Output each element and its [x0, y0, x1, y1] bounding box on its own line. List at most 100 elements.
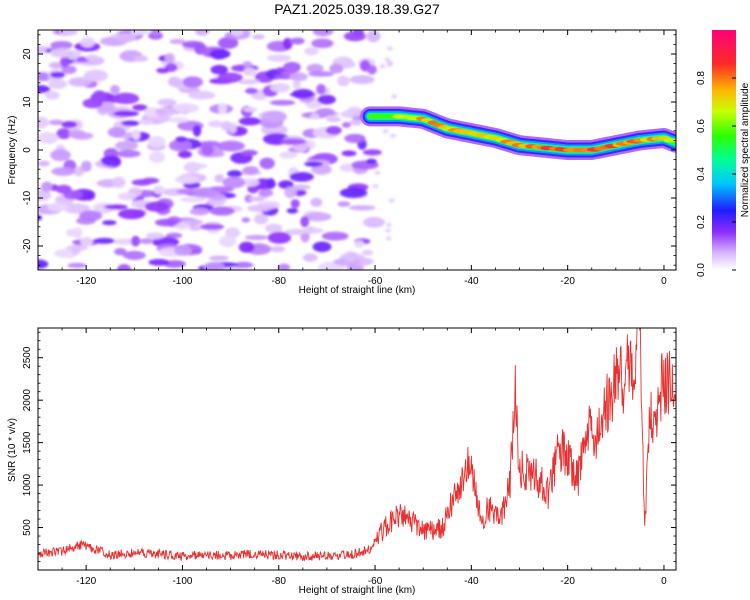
x-tick-label: -120 [76, 276, 96, 287]
noise-blob [258, 189, 274, 197]
spectrogram-x-ticks: -120 -100 -80 -60 -40 -20 0 [37, 30, 667, 287]
noise-blob [306, 63, 324, 74]
noise-blob [189, 207, 210, 216]
noise-blob [234, 261, 254, 269]
noise-blob [203, 261, 225, 270]
noise-blob [302, 253, 318, 262]
noise-blob [132, 104, 148, 111]
x-tick-label: -80 [272, 576, 287, 587]
noise-blob [354, 240, 365, 248]
noise-blob [174, 244, 193, 256]
noise-blob [102, 220, 117, 226]
noise-blob [321, 231, 349, 241]
noise-blob [38, 259, 49, 269]
noise-blob [225, 227, 240, 238]
noise-blob [149, 151, 166, 163]
colorbar-gradient [712, 30, 736, 270]
noise-blob [372, 184, 379, 189]
noise-blob [199, 223, 225, 230]
noise-blob [222, 176, 246, 189]
noise-blob [244, 234, 269, 241]
colorbar-tick-label: 0.0 [696, 263, 707, 277]
noise-blob [169, 38, 186, 45]
noise-blob [175, 175, 199, 184]
noise-blob [316, 83, 326, 95]
noise-blob [138, 119, 154, 125]
y-tick-label: 500 [22, 519, 33, 536]
noise-blob [384, 57, 391, 62]
noise-blob [242, 61, 253, 68]
noise-blob [337, 75, 350, 87]
noise-blob [245, 87, 258, 95]
noise-blob [238, 241, 255, 253]
y-tick-label: 10 [22, 96, 33, 108]
noise-blob [300, 216, 310, 228]
noise-blob [259, 157, 275, 170]
noise-blob [201, 144, 214, 157]
noise-blob [219, 235, 237, 248]
noise-blob [308, 71, 335, 77]
noise-blob [217, 103, 227, 115]
y-tick-label: 20 [22, 48, 33, 60]
x-tick-label: -20 [560, 276, 575, 287]
figure-title: PAZ1.2025.039.18.39.G27 [274, 1, 440, 17]
noise-blob [366, 30, 381, 43]
noise-blob [117, 264, 132, 270]
y-tick-label: 1500 [22, 431, 33, 454]
noise-blob [362, 149, 382, 156]
noise-blob [242, 165, 259, 175]
noise-blob [188, 90, 216, 100]
x-tick-label: -20 [560, 576, 575, 587]
noise-blob [279, 138, 307, 146]
noise-blob [79, 210, 103, 222]
noise-blob [341, 150, 357, 157]
colorbar-tick-label: 0.2 [696, 215, 707, 229]
noise-blob [266, 54, 292, 62]
noise-blob [61, 121, 78, 129]
colorbar-tick-label: 0.8 [696, 71, 707, 85]
noise-blob [148, 258, 170, 266]
y-tick-label: 0 [22, 147, 33, 153]
colorbar-ticks: 0.0 0.2 0.4 0.6 0.8 [696, 71, 736, 277]
noise-blob [156, 67, 170, 74]
snr-x-ticks: -120 -100 -80 -60 -40 -20 0 [37, 328, 667, 587]
noise-blob [311, 38, 334, 49]
noise-blob [343, 251, 359, 263]
noise-blob [80, 236, 93, 247]
noise-blob [80, 37, 96, 48]
noise-blob [363, 216, 385, 228]
noise-blob [337, 201, 351, 207]
noise-blob [267, 231, 292, 244]
noise-blob [38, 160, 50, 167]
noise-blob [312, 30, 334, 37]
noise-blob [51, 167, 76, 176]
noise-blob [238, 79, 260, 85]
noise-blob [241, 217, 251, 223]
noise-blob [155, 109, 167, 115]
noise-blob [132, 129, 141, 141]
y-tick-label: 2000 [22, 389, 33, 412]
noise-blob [112, 92, 140, 105]
noise-blob [289, 37, 305, 45]
noise-blob [171, 103, 200, 114]
noise-blob [148, 136, 166, 148]
noise-blob [150, 30, 161, 37]
snr-series-line [38, 328, 676, 562]
noise-blob [175, 136, 188, 143]
noise-blob [60, 55, 70, 68]
noise-blob [292, 80, 301, 89]
noise-blob [339, 187, 368, 198]
noise-blob [365, 158, 377, 165]
noise-blob [121, 120, 140, 127]
snr-frame [37, 327, 677, 571]
noise-blob [154, 218, 179, 227]
noise-blob [270, 82, 291, 93]
noise-blob [169, 117, 190, 123]
noise-blob [230, 30, 244, 37]
noise-blob [153, 185, 165, 195]
noise-blob [146, 232, 165, 240]
noise-blob [289, 72, 308, 82]
x-tick-label: -80 [272, 276, 287, 287]
noise-blob [101, 155, 121, 167]
